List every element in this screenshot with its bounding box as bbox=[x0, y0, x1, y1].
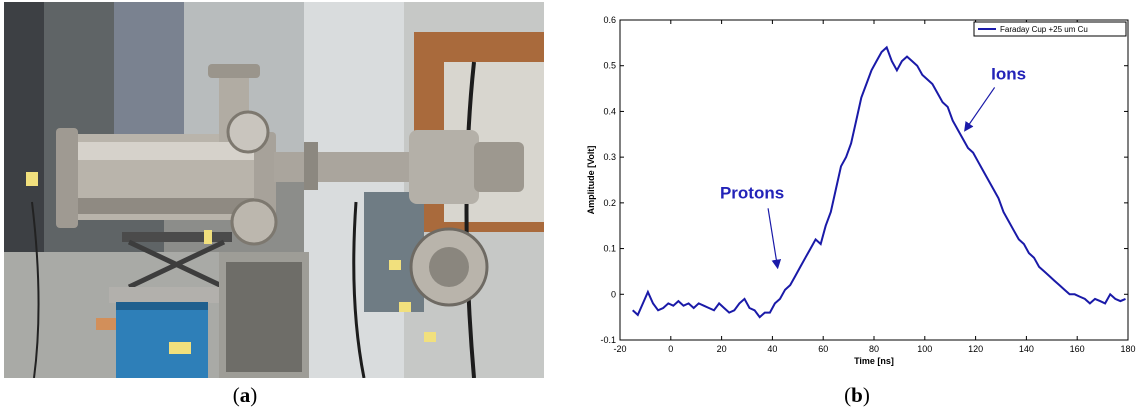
y-tick-label: 0.1 bbox=[603, 244, 616, 254]
y-tick-label: 0.4 bbox=[603, 106, 616, 116]
annotation-ions: Ions bbox=[991, 64, 1026, 83]
y-tick-label: 0.2 bbox=[603, 198, 616, 208]
y-tick-label: -0.1 bbox=[600, 335, 616, 345]
x-tick-label: 180 bbox=[1120, 344, 1135, 354]
y-axis-label: Amplitude [Volt] bbox=[586, 146, 596, 215]
annotation-arrow bbox=[964, 87, 996, 132]
apparatus-photo bbox=[4, 2, 544, 379]
series-line-faraday-cup bbox=[632, 45, 1126, 319]
annotation-protons: Protons bbox=[720, 183, 784, 202]
chart-panel: -20 0 20 40 60 80 100 120 140 160 180 -0.1 0 0.1 0.2 0.… bbox=[576, 2, 1138, 378]
x-tick-label: 40 bbox=[767, 344, 777, 354]
annotation-arrow bbox=[767, 208, 782, 270]
legend-box bbox=[973, 21, 1127, 37]
chart-legend: Faraday Cup +25 um Cu bbox=[973, 21, 1127, 37]
y-tick-label: 0.3 bbox=[603, 152, 616, 162]
y-tick-label: 0.6 bbox=[603, 15, 616, 25]
chart-annotations: Protons Ions bbox=[720, 64, 1026, 270]
x-tick-label: -20 bbox=[613, 344, 626, 354]
faraday-cup-chart: -20 0 20 40 60 80 100 120 140 160 180 -0.1 0 0.1 0.2 0.… bbox=[576, 2, 1138, 378]
legend-entry: Faraday Cup +25 um Cu bbox=[1000, 25, 1088, 34]
plot-area-frame bbox=[619, 19, 1129, 341]
x-axis-label: Time [ns] bbox=[854, 356, 894, 366]
chart-background bbox=[576, 2, 1138, 378]
x-tick-label: 0 bbox=[668, 344, 673, 354]
y-tick-label: 0.5 bbox=[603, 61, 616, 71]
x-tick-label: 160 bbox=[1070, 344, 1085, 354]
x-tick-label: 100 bbox=[917, 344, 932, 354]
caption-b: (b) bbox=[844, 383, 870, 407]
axis-ticks: -20 0 20 40 60 80 100 120 140 160 180 -0.1 0 0.1 0.2 0.… bbox=[600, 15, 1135, 354]
x-tick-label: 20 bbox=[717, 344, 727, 354]
x-tick-label: 120 bbox=[968, 344, 983, 354]
x-tick-label: 140 bbox=[1019, 344, 1034, 354]
y-tick-label: 0 bbox=[611, 289, 616, 299]
x-tick-label: 80 bbox=[869, 344, 879, 354]
vacuum-chamber-photo-icon bbox=[4, 2, 544, 379]
x-tick-label: 60 bbox=[818, 344, 828, 354]
caption-a: (a) bbox=[232, 383, 258, 407]
